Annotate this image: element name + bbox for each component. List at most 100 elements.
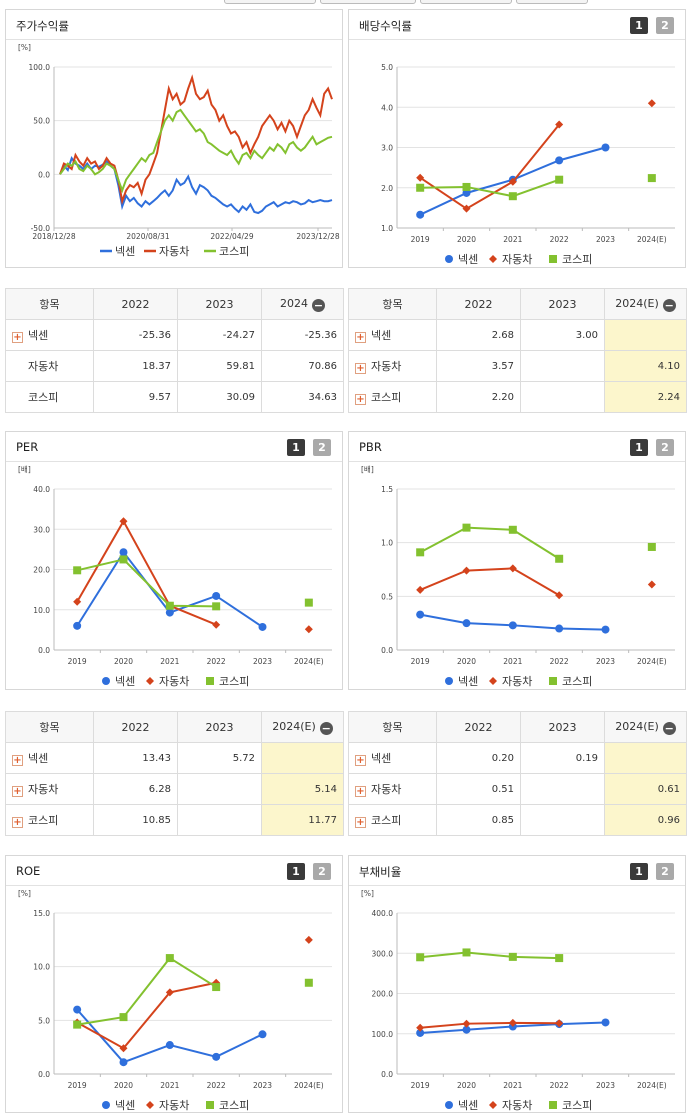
x-tick-label: 2020	[457, 1081, 476, 1090]
data-point-diamond	[119, 1044, 128, 1053]
x-tick-label: 2019	[411, 235, 430, 244]
expand-icon[interactable]: +	[355, 755, 366, 766]
series-line	[420, 178, 560, 198]
unit-label: [%]	[361, 889, 374, 898]
period-button-1[interactable]: 1	[630, 17, 648, 34]
collapse-icon[interactable]: −	[312, 298, 325, 312]
top-control[interactable]	[420, 0, 512, 4]
x-tick-label: 2022	[550, 1081, 569, 1090]
period-button-2[interactable]: 2	[656, 439, 674, 456]
stock-return-chart: 100.0 50.0 0.0 -50.0 [%] 2018/12/28 2020/08/31…	[18, 43, 340, 258]
data-point-circle	[601, 625, 610, 634]
table-header-row: 항목 2022 2023 2024(E) −	[348, 711, 687, 743]
column-header-label: 항목	[382, 298, 403, 311]
y-tick-label: 40.0	[33, 485, 50, 494]
collapse-icon[interactable]: −	[662, 298, 676, 312]
expand-icon[interactable]: +	[355, 332, 366, 343]
collapse-icon[interactable]: −	[319, 721, 333, 735]
data-point-diamond	[146, 1101, 154, 1109]
y-tick-label: 0.0	[38, 170, 50, 179]
row-label: 자동차	[28, 360, 59, 373]
data-point-diamond	[555, 591, 564, 600]
legend-label: 넥센	[458, 253, 478, 266]
period-button-1[interactable]: 1	[630, 863, 648, 880]
x-tick-label: 2024(E)	[637, 1081, 667, 1090]
period-button-2[interactable]: 2	[313, 863, 331, 880]
row-label-cell: + 자동차	[348, 350, 437, 382]
period-button-1[interactable]: 1	[630, 439, 648, 456]
debt-ratio-chart: 400.0 300.0 200.0 100.0 0.0 [%] 2019 2020 2021 20…	[361, 889, 675, 1112]
series-line	[419, 567, 560, 597]
value-cell: 2.20	[436, 381, 521, 413]
legend-label: 넥센	[458, 1099, 478, 1112]
table-row: + 자동차 0.51 0.61	[348, 773, 687, 805]
legend-label: 코스피	[219, 245, 249, 258]
period-button-2[interactable]: 2	[656, 863, 674, 880]
dividend-table: 항목 2022 2023 2024(E) − + 넥센 2.68 3.00 + 자동차 3.57 4.1…	[348, 288, 687, 413]
legend-label: 넥센	[115, 1099, 135, 1112]
data-point-square	[508, 525, 517, 534]
x-tick-label: 2018/12/28	[32, 232, 75, 241]
series-line	[76, 981, 217, 1050]
value-cell: 9.57	[93, 381, 178, 413]
dividend-panel: 배당수익률 1 2 5.0 4.0 3.0 2.0 1.0 2019 2020 2021 202…	[348, 9, 686, 268]
expand-icon[interactable]: +	[355, 394, 366, 405]
row-label: 자동차	[28, 783, 59, 796]
data-point-circle	[445, 255, 453, 263]
expand-icon[interactable]: +	[12, 755, 23, 766]
expand-icon[interactable]: +	[355, 786, 366, 797]
column-header: 2024−	[261, 288, 344, 320]
series-line	[76, 519, 217, 626]
data-point-diamond	[555, 1019, 564, 1028]
dividend-chart: 5.0 4.0 3.0 2.0 1.0 2019 2020 2021 2022 2023 2024(…	[381, 63, 675, 266]
data-point-circle	[416, 210, 425, 219]
data-point-square	[416, 548, 425, 557]
expand-icon[interactable]: +	[12, 786, 23, 797]
panel-header: 부채비율 1 2	[349, 856, 685, 886]
period-button-2[interactable]: 2	[313, 439, 331, 456]
x-tick-label: 2022	[550, 657, 569, 666]
expand-icon[interactable]: +	[355, 817, 366, 828]
value-cell	[177, 773, 262, 805]
data-point-square	[73, 566, 82, 575]
row-label: 넥센	[28, 329, 49, 342]
y-tick-label: 0.0	[381, 646, 393, 655]
row-label: 코스피	[28, 814, 59, 827]
column-header-label: 2024(E)	[272, 719, 316, 733]
row-label-cell: + 넥센	[5, 742, 94, 774]
x-tick-label: 2021	[503, 657, 522, 666]
expand-icon[interactable]: +	[12, 332, 23, 343]
data-point-square	[555, 954, 564, 963]
column-header: 2024(E) −	[604, 711, 687, 743]
column-header-label: 2024	[280, 296, 308, 310]
y-tick-label: 400.0	[372, 909, 394, 918]
y-tick-label: 5.0	[38, 1016, 50, 1025]
data-point-square	[416, 953, 425, 962]
data-point-square	[206, 677, 214, 685]
expand-icon[interactable]: +	[12, 817, 23, 828]
pbr-table: 항목 2022 2023 2024(E) − + 넥센 0.20 0.19 + 자동차 0.51 0.6…	[348, 711, 687, 836]
period-button-1[interactable]: 1	[287, 439, 305, 456]
legend-label: 코스피	[219, 675, 249, 688]
y-tick-label: 20.0	[33, 566, 50, 575]
data-point-circle	[119, 1058, 128, 1067]
top-control[interactable]	[320, 0, 416, 4]
value-cell: -25.36	[261, 319, 344, 351]
data-point-circle	[258, 622, 267, 631]
value-cell: 70.86	[261, 350, 344, 382]
top-control[interactable]	[224, 0, 316, 4]
column-header-label: 2023	[548, 297, 577, 311]
top-control[interactable]	[516, 0, 588, 4]
row-label: 코스피	[371, 391, 402, 404]
data-point-circle	[416, 1028, 425, 1037]
pbr-panel: PBR 1 2 1.5 1.0 0.5 0.0 [배] 2019 2020 2021 2022 2…	[348, 431, 686, 690]
collapse-icon[interactable]: −	[662, 721, 676, 735]
data-point-square	[165, 601, 174, 610]
value-cell: 5.72	[177, 742, 262, 774]
panel-header: 주가수익률	[6, 10, 342, 40]
period-button-1[interactable]: 1	[287, 863, 305, 880]
period-button-2[interactable]: 2	[656, 17, 674, 34]
x-tick-label: 2020/08/31	[126, 232, 169, 241]
expand-icon[interactable]: +	[355, 363, 366, 374]
x-tick-label: 2020	[114, 657, 133, 666]
